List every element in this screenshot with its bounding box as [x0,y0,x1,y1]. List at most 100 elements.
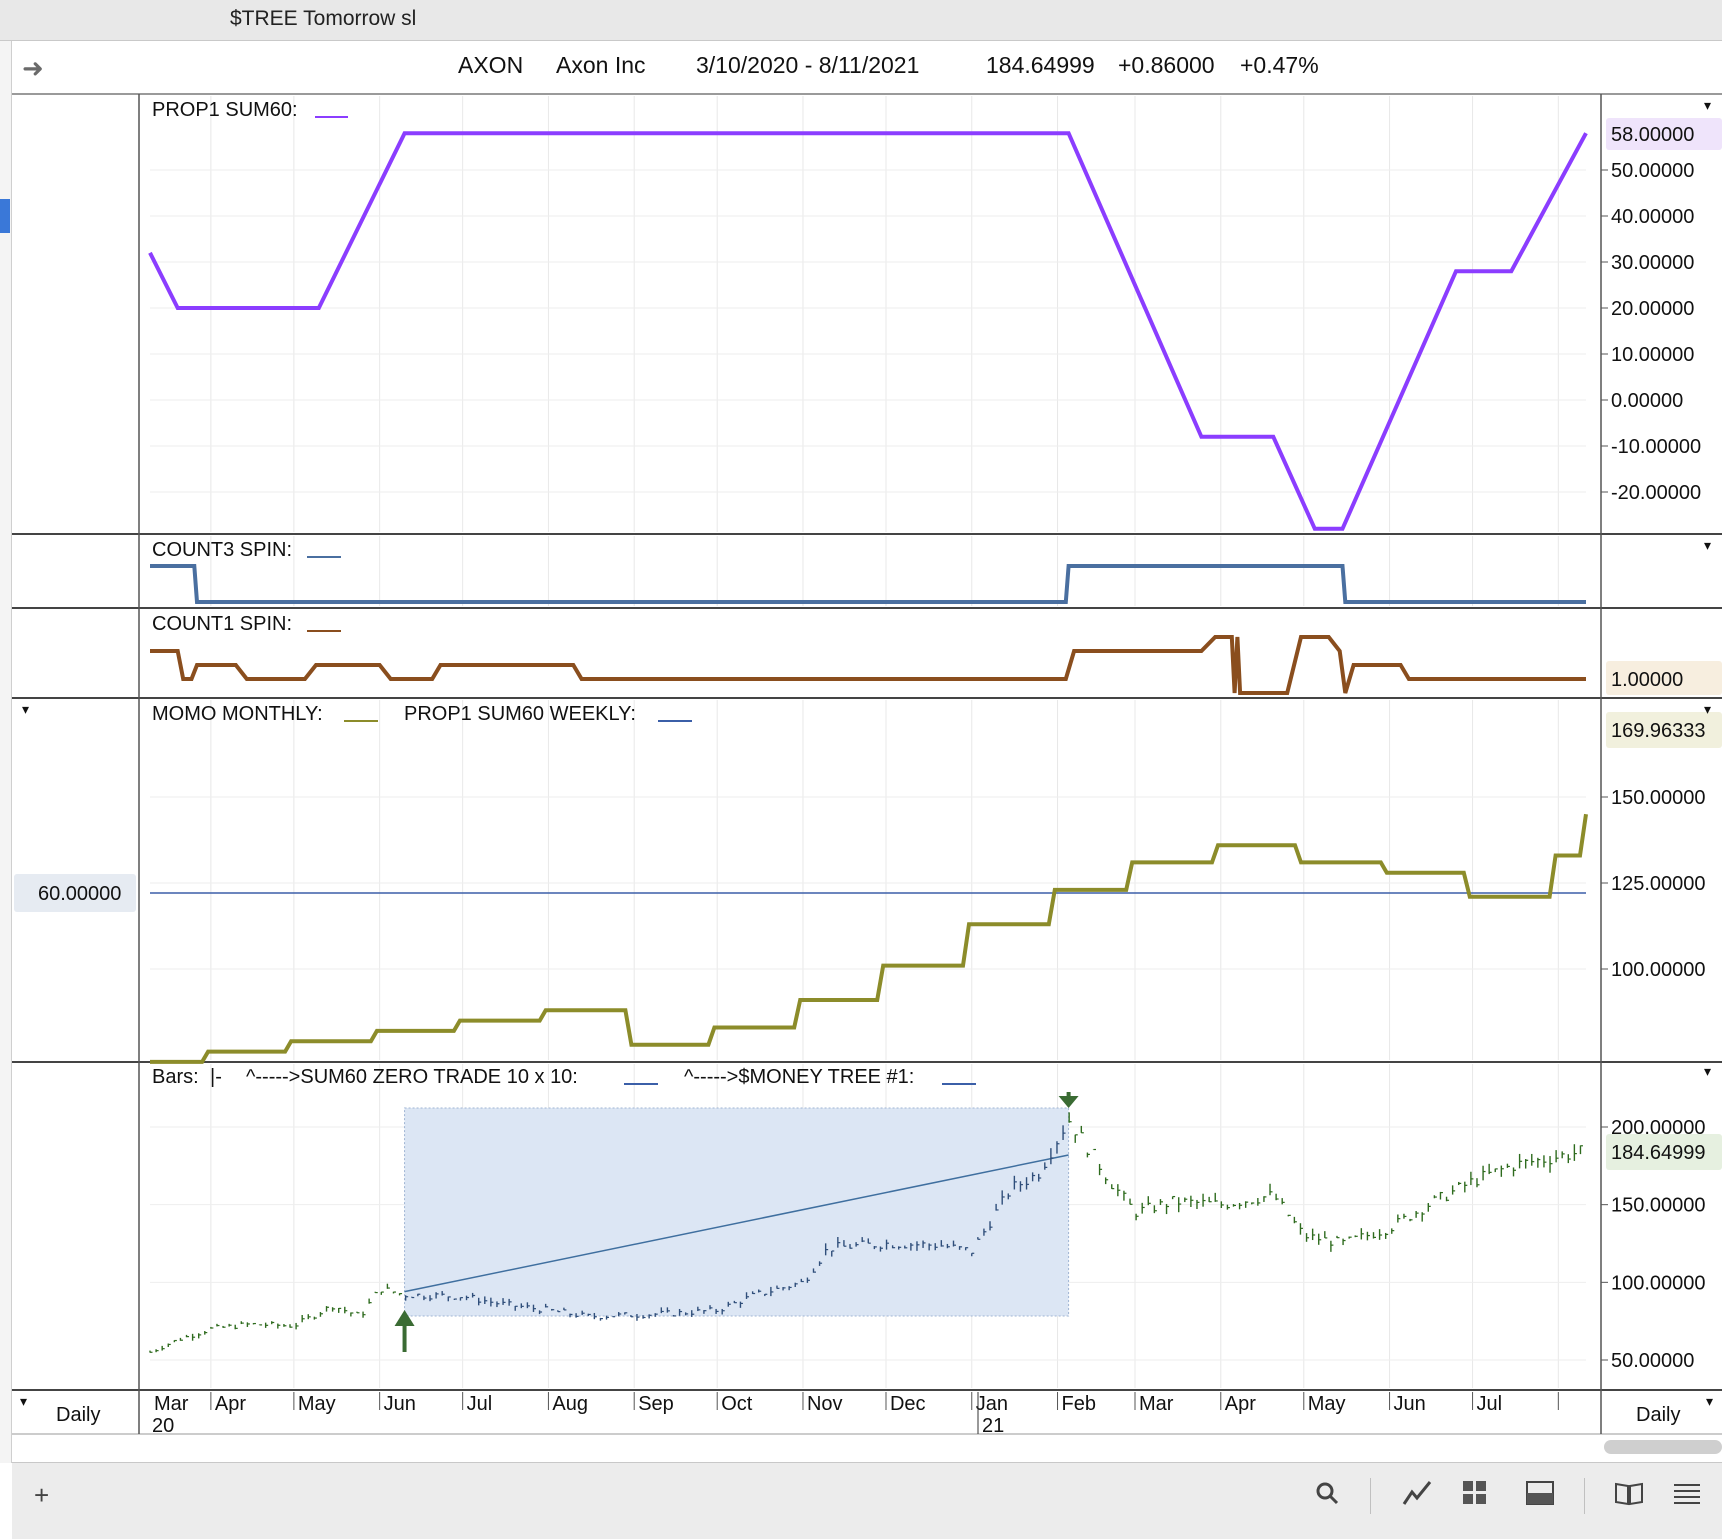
hline-value-box [14,874,136,912]
bars-swatch-glyph: |- [210,1066,222,1088]
series-momo-monthly [150,813,1588,1064]
yaxis-price: 200.00000 150.00000 100.00000 50.00000 [1601,1117,1706,1372]
search-icon[interactable] [1314,1480,1340,1513]
yaxis-prop1: 50.00000 40.00000 30.00000 20.00000 10.00000… [1601,160,1701,504]
panel-momo-title: MOMO MONTHLY: [152,703,323,725]
series-count1-spin [150,635,1586,695]
panel-momo-menu-icon[interactable]: ▾ [1704,701,1711,717]
xaxis-month-label: Oct [721,1393,753,1415]
entry-arrow-icon [394,1310,415,1326]
window-titlebar: $TREE Tomorrow sl [0,0,1722,41]
yaxis-tick-label: 100.00000 [1611,959,1706,981]
symbol-name: Axon Inc [556,52,646,78]
window-title: $TREE Tomorrow sl [230,7,417,30]
menu-list-icon[interactable] [1672,1480,1702,1513]
xaxis-month-label: Dec [890,1393,926,1415]
arrow-right-icon[interactable]: ➜ [22,53,44,83]
period-right-menu-icon[interactable]: ▾ [1706,1393,1713,1409]
panel-prop1-menu-icon[interactable]: ▾ [1704,97,1711,113]
exit-arrow-icon [1058,1096,1079,1108]
yaxis-momo: 150.00000 125.00000 100.00000 [1601,787,1706,981]
xaxis-month-label: May [298,1393,336,1415]
xaxis-month-label: Mar [1139,1393,1174,1415]
xaxis-year-21: 21 [982,1415,1004,1437]
xaxis-month-label: Nov [807,1393,843,1415]
last-value-price: 184.64999 [1611,1142,1706,1164]
panel-prop1-weekly-title: PROP1 SUM60 WEEKLY: [404,703,636,725]
period-right[interactable]: Daily [1636,1404,1680,1426]
chart-area[interactable]: PROP1 SUM60: 50.00000 40.00000 30.00000 20.… [0,0,1722,1462]
xaxis-year-20: 20 [152,1415,174,1437]
last-value-count1-box [1606,661,1722,695]
last-value-price-box [1606,1134,1722,1170]
bottom-toolbar [12,1462,1722,1539]
period-left-menu-icon[interactable]: ▾ [20,1393,27,1409]
yaxis-tick-label: 100.00000 [1611,1272,1706,1294]
series-price-bars [149,1112,1583,1353]
book-icon[interactable] [1614,1480,1644,1513]
panel-count3-menu-icon[interactable]: ▾ [1704,537,1711,553]
panel-layout-icon[interactable] [1526,1480,1554,1513]
date-range: 3/10/2020 - 8/11/2021 [696,52,920,78]
xaxis-month-label: Jun [384,1393,416,1415]
trade-line [404,1154,1069,1293]
yaxis-tick-label: 20.00000 [1611,298,1694,320]
last-value-count1: 1.00000 [1611,669,1683,691]
trade-range-box [404,1107,1070,1317]
xaxis-month-label: Jul [467,1393,493,1415]
panel-bars-title: Bars: [152,1066,199,1088]
yaxis-tick-label: 150.00000 [1611,787,1706,809]
add-icon[interactable]: + [34,1480,50,1510]
price-change-pct: +0.47% [1240,52,1319,78]
last-price: 184.64999 [986,52,1095,78]
symbol-ticker: AXON [458,52,524,78]
xaxis-month-label: Apr [215,1393,246,1415]
panel-bars-menu-icon[interactable]: ▾ [1704,1063,1711,1079]
xaxis-month-label: Jan [976,1393,1008,1415]
xaxis-months: Mar Apr May Jun Jul Aug Sep Oct Nov Dec Jan Feb Mar A… [154,1392,1559,1415]
xaxis-month-label: Jul [1477,1393,1503,1415]
yaxis-tick-label: -20.00000 [1611,482,1701,504]
panel-count3-title: COUNT3 SPIN: [152,539,292,561]
last-value-momo: 169.96333 [1611,720,1706,742]
yaxis-tick-label: 200.00000 [1611,1117,1706,1139]
xaxis-month-label: Sep [638,1393,674,1415]
yaxis-tick-label: 10.00000 [1611,344,1694,366]
selection-accent [0,199,10,233]
panel-zero-trade-title: ^----->SUM60 ZERO TRADE 10 x 10: [246,1066,578,1088]
last-value-prop1: 58.00000 [1611,124,1694,146]
panel-money-tree-title: ^----->$MONEY TREE #1: [684,1066,914,1088]
trade-region [394,1092,1079,1352]
xaxis-month-label: Mar [154,1393,189,1415]
xaxis-month-label: Jun [1394,1393,1426,1415]
grid-layout-icon[interactable] [1462,1480,1488,1513]
xaxis-month-label: Feb [1062,1393,1096,1415]
xaxis-month-label: Apr [1225,1393,1256,1415]
panel-momo-left-menu-icon[interactable]: ▾ [22,701,29,717]
symbol-bar: ➜ AXON Axon Inc 3/10/2020 - 8/11/2021 18… [12,41,1722,95]
hline-value-label: 60.00000 [38,883,121,905]
yaxis-tick-label: 0.00000 [1611,390,1683,412]
last-value-prop1-box [1606,118,1722,150]
last-value-momo-box [1606,712,1722,748]
xaxis-month-label: Aug [552,1393,588,1415]
yaxis-tick-label: 125.00000 [1611,873,1706,895]
panel-frames [12,93,1722,1435]
toolbar-separator [1370,1478,1371,1514]
chart-line-icon[interactable] [1402,1480,1432,1513]
horizontal-scrollbar[interactable] [1604,1440,1722,1454]
panel-prop1-title: PROP1 SUM60: [152,99,298,121]
yaxis-tick-label: 40.00000 [1611,206,1694,228]
left-edge-strip [0,41,12,1463]
yaxis-tick-label: 50.00000 [1611,160,1694,182]
price-change: +0.86000 [1118,52,1215,78]
toolbar-separator [1584,1478,1585,1514]
xaxis-month-label: May [1308,1393,1346,1415]
panel-count1-title: COUNT1 SPIN: [152,613,292,635]
period-left[interactable]: Daily [56,1404,100,1426]
yaxis-tick-label: -10.00000 [1611,436,1701,458]
yaxis-tick-label: 50.00000 [1611,1350,1694,1372]
series-prop1-sum60 [148,131,1588,531]
yaxis-tick-label: 150.00000 [1611,1195,1706,1217]
yaxis-tick-label: 30.00000 [1611,252,1694,274]
